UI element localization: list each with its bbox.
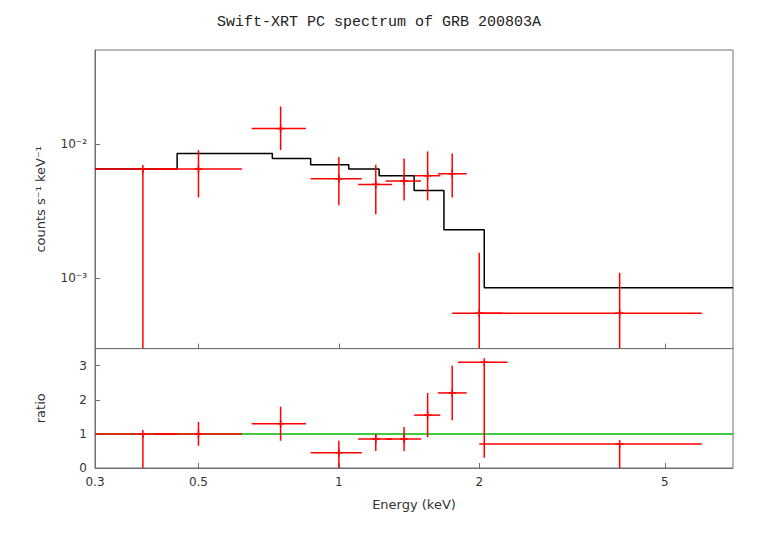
- svg-text:3: 3: [79, 359, 87, 373]
- svg-text:0.5: 0.5: [189, 475, 208, 489]
- svg-text:1: 1: [335, 475, 343, 489]
- svg-text:ratio: ratio: [33, 393, 48, 423]
- svg-text:0: 0: [79, 461, 87, 475]
- svg-text:Swift-XRT PC spectrum of GRB 2: Swift-XRT PC spectrum of GRB 200803A: [217, 14, 541, 31]
- svg-text:2: 2: [79, 393, 87, 407]
- svg-text:10⁻²: 10⁻²: [61, 137, 88, 151]
- svg-text:2: 2: [475, 475, 483, 489]
- svg-text:1: 1: [79, 427, 87, 441]
- svg-text:Energy (keV): Energy (keV): [372, 497, 456, 512]
- svg-text:10⁻³: 10⁻³: [61, 271, 88, 285]
- svg-text:5: 5: [661, 475, 669, 489]
- svg-text:counts s⁻¹ keV⁻¹: counts s⁻¹ keV⁻¹: [33, 146, 48, 253]
- svg-text:0.3: 0.3: [85, 475, 104, 489]
